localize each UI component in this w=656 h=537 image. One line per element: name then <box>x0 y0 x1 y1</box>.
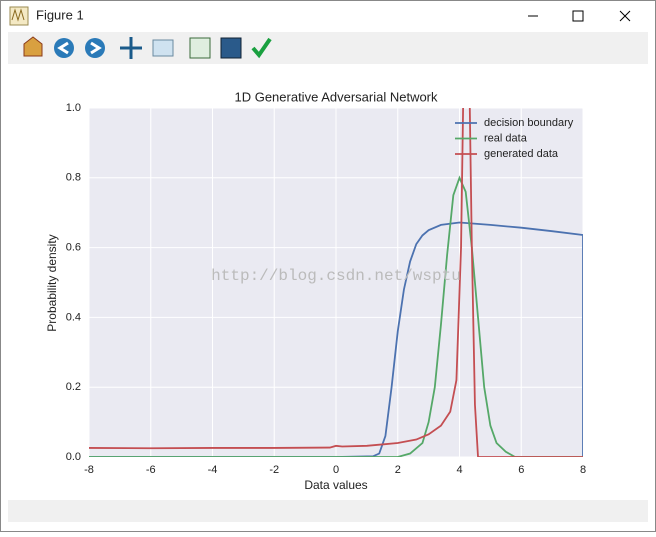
y-tick-label: 0.8 <box>66 172 81 184</box>
maximize-button[interactable] <box>572 10 584 22</box>
forward-button[interactable] <box>85 38 105 58</box>
chart-title: 1D Generative Adversarial Network <box>234 89 438 104</box>
data-line <box>89 108 583 457</box>
x-tick-label: -8 <box>84 464 94 476</box>
back-arrow <box>57 41 69 55</box>
zoom-button[interactable] <box>152 39 174 57</box>
x-tick-label: 4 <box>456 464 462 476</box>
edit-button[interactable] <box>251 37 272 59</box>
x-tick-label: -4 <box>208 464 218 476</box>
legend-label: generated data <box>484 148 559 160</box>
x-tick-label: 8 <box>580 464 586 476</box>
data-line <box>89 221 583 457</box>
y-tick-label: 1.0 <box>66 102 81 114</box>
back-button[interactable] <box>54 38 74 58</box>
status-bar <box>8 500 648 522</box>
toolbar <box>8 32 648 64</box>
x-tick-label: 6 <box>518 464 524 476</box>
x-axis-label: Data values <box>304 478 367 492</box>
save-button[interactable] <box>220 37 242 59</box>
data-line <box>89 175 583 457</box>
y-tick-label: 0.2 <box>66 381 81 393</box>
subplots-button[interactable] <box>189 37 211 59</box>
app-icon-glyph <box>11 8 25 22</box>
legend-label: real data <box>484 132 528 144</box>
legend-label: decision boundary <box>484 117 574 129</box>
x-tick-label: 0 <box>333 464 339 476</box>
y-axis-label: Probability density <box>45 234 59 331</box>
x-tick-label: -6 <box>146 464 156 476</box>
x-tick-label: 2 <box>395 464 401 476</box>
y-tick-label: 0.6 <box>66 242 81 254</box>
pan-button[interactable] <box>120 37 142 59</box>
x-tick-label: -2 <box>269 464 279 476</box>
y-tick-label: 0.4 <box>66 311 81 323</box>
forward-arrow <box>90 41 102 55</box>
close-button[interactable] <box>619 10 631 22</box>
y-tick-label: 0.0 <box>66 451 81 463</box>
window-title: Figure 1 <box>36 7 84 22</box>
home-button[interactable] <box>23 36 43 57</box>
watermark: http://blog.csdn.net/wsptu <box>211 267 461 285</box>
